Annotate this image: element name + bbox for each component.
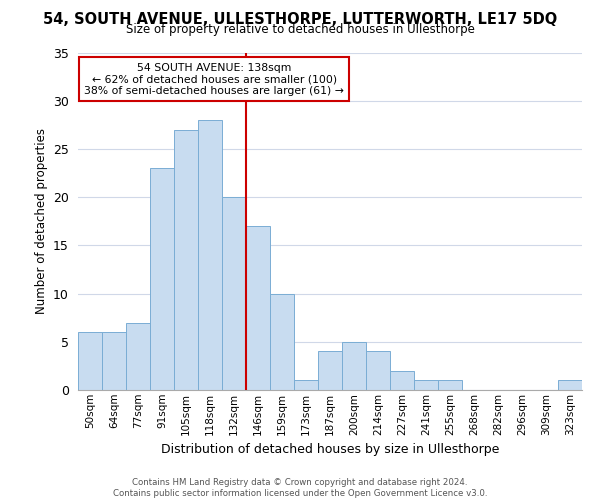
Bar xyxy=(198,120,222,390)
Bar xyxy=(558,380,582,390)
Bar xyxy=(126,322,150,390)
Y-axis label: Number of detached properties: Number of detached properties xyxy=(35,128,47,314)
Bar xyxy=(318,352,342,390)
Bar xyxy=(366,352,390,390)
Bar xyxy=(390,370,414,390)
Bar xyxy=(294,380,318,390)
Bar xyxy=(222,197,246,390)
Bar xyxy=(78,332,102,390)
Text: 54 SOUTH AVENUE: 138sqm
← 62% of detached houses are smaller (100)
38% of semi-d: 54 SOUTH AVENUE: 138sqm ← 62% of detache… xyxy=(84,62,344,96)
Bar xyxy=(102,332,126,390)
X-axis label: Distribution of detached houses by size in Ullesthorpe: Distribution of detached houses by size … xyxy=(161,443,499,456)
Text: 54, SOUTH AVENUE, ULLESTHORPE, LUTTERWORTH, LE17 5DQ: 54, SOUTH AVENUE, ULLESTHORPE, LUTTERWOR… xyxy=(43,12,557,28)
Bar xyxy=(150,168,174,390)
Text: Size of property relative to detached houses in Ullesthorpe: Size of property relative to detached ho… xyxy=(125,22,475,36)
Bar xyxy=(174,130,198,390)
Bar xyxy=(270,294,294,390)
Bar xyxy=(438,380,462,390)
Bar xyxy=(342,342,366,390)
Text: Contains HM Land Registry data © Crown copyright and database right 2024.
Contai: Contains HM Land Registry data © Crown c… xyxy=(113,478,487,498)
Bar xyxy=(246,226,270,390)
Bar xyxy=(414,380,438,390)
